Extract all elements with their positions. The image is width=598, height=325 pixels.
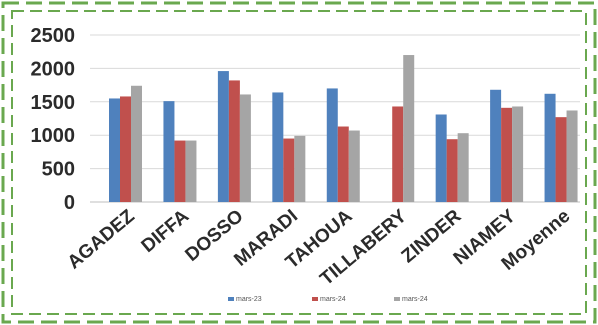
bar-niamey-series-3 <box>512 106 524 202</box>
bar-tahoua-series-1 <box>326 88 338 202</box>
bar-dosso-series-2 <box>228 80 240 202</box>
bars-layer <box>109 55 578 203</box>
y-tick-label: 1500 <box>31 92 76 114</box>
y-tick-label: 1000 <box>31 125 76 147</box>
legend-label: mars-24 <box>402 296 428 303</box>
legend-swatch <box>228 297 234 301</box>
bar-tahoua-series-2 <box>337 126 349 202</box>
bar-moyenne-series-3 <box>566 110 578 202</box>
bar-diffa-series-3 <box>185 140 197 202</box>
legend-swatch <box>312 297 318 301</box>
bar-maradi-series-3 <box>294 135 306 202</box>
bar-diffa-series-1 <box>163 101 175 202</box>
bar-zinder-series-1 <box>435 114 447 202</box>
bar-agadez-series-3 <box>131 85 142 202</box>
bar-tillabery-series-3 <box>403 55 415 202</box>
y-tick-label: 500 <box>42 159 75 181</box>
y-tick-label: 2000 <box>31 58 76 80</box>
bar-dosso-series-1 <box>217 71 229 203</box>
bar-niamey-series-2 <box>501 107 513 202</box>
bar-tahoua-series-3 <box>348 130 360 202</box>
legend-label: mars-23 <box>236 296 262 303</box>
legend-swatch <box>394 297 400 301</box>
y-tick-label: 2500 <box>31 25 76 47</box>
x-axis-ticks: AGADEZDIFFADOSSOMARADITAHOUATILLABERYZIN… <box>64 205 575 289</box>
bar-niamey-series-1 <box>490 89 502 202</box>
bar-maradi-series-1 <box>272 92 284 202</box>
bar-moyenne-series-2 <box>555 117 567 202</box>
bar-agadez-series-2 <box>120 96 131 202</box>
bar-tillabery-series-2 <box>392 106 404 202</box>
x-tick-label: AGADEZ <box>64 205 139 273</box>
inner-dashed-frame <box>11 10 587 315</box>
legend-label: mars-24 <box>320 296 346 303</box>
bar-moyenne-series-1 <box>544 93 556 202</box>
y-tick-label: 0 <box>64 192 75 214</box>
bar-diffa-series-2 <box>174 140 186 202</box>
legend: mars-23 mars-24 mars-24 <box>228 296 428 303</box>
bar-agadez-series-1 <box>109 98 120 202</box>
bar-zinder-series-3 <box>457 133 469 202</box>
y-axis-ticks: 0 500 1000 1500 2000 2500 <box>31 25 76 214</box>
bar-dosso-series-3 <box>239 94 251 202</box>
bar-maradi-series-2 <box>283 138 295 202</box>
bar-zinder-series-2 <box>446 139 458 202</box>
